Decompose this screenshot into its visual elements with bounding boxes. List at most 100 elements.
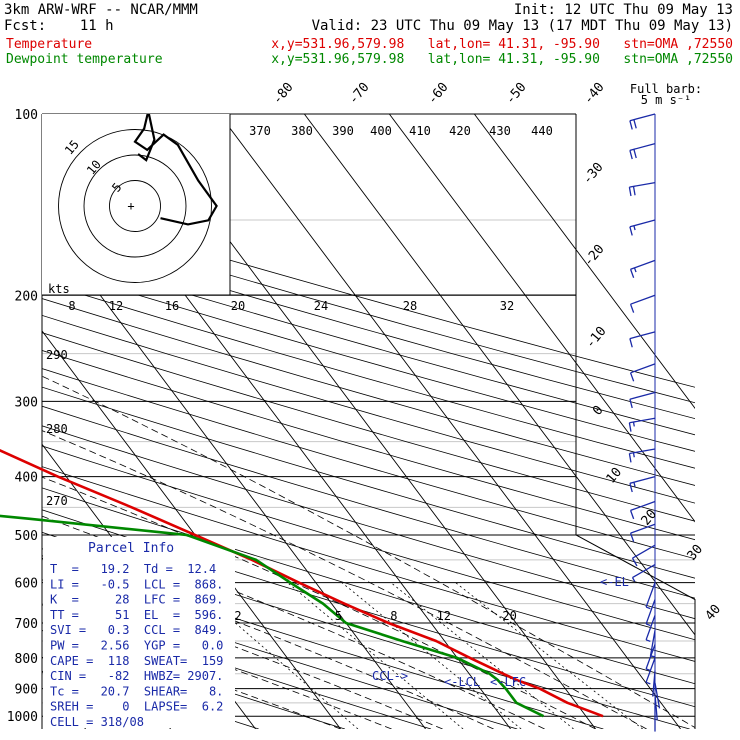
hodograph-x-tick: 8 — [68, 299, 75, 313]
parcel-info-row: TT = 51 EL = 596. — [50, 608, 223, 622]
side-tick: 280 — [46, 422, 68, 436]
theta-label: 430 — [489, 124, 511, 138]
wind-barb — [629, 500, 656, 520]
hodograph-ring — [58, 129, 212, 283]
dry-adiabat — [42, 405, 695, 599]
wind-barb — [645, 657, 656, 685]
wind-barb — [645, 582, 656, 610]
theta-label: 420 — [449, 124, 471, 138]
isotherm — [473, 114, 695, 409]
hodograph-center: + — [127, 199, 134, 213]
wind-barb — [654, 682, 661, 709]
moist-adiabat — [42, 599, 392, 729]
isotherm — [303, 114, 695, 636]
parcel-info-row: PW = 2.56 YGP = 0.0 — [50, 639, 223, 653]
wind-barb — [629, 523, 656, 542]
theta-label: 400 — [370, 124, 392, 138]
theta-label: 410 — [409, 124, 431, 138]
isotherm-label: -20 — [581, 242, 608, 270]
pressure-label: 900 — [15, 683, 38, 698]
pressure-label: 400 — [15, 471, 38, 486]
dry-adiabat — [42, 314, 695, 504]
mixing-ratio-label: 8 — [390, 609, 397, 623]
theta-label: 380 — [291, 124, 313, 138]
dry-adiabat — [42, 265, 695, 452]
hodograph-x-tick: 24 — [314, 299, 328, 313]
isotherm — [0, 114, 1, 729]
mixing-ratio-label: 20 — [502, 609, 516, 623]
wind-barb — [629, 294, 656, 313]
dry-adiabat — [42, 350, 695, 541]
pressure-label: 100 — [15, 108, 38, 123]
wind-barb — [631, 564, 656, 582]
isotherm — [42, 216, 426, 729]
isotherm — [42, 330, 341, 729]
isotherm-label: 0 — [590, 403, 607, 419]
dewpoint-legend-label: Dewpoint temperature — [6, 52, 163, 67]
wind-legend-line1: Full barb: — [630, 82, 702, 96]
isotherm — [218, 114, 681, 729]
wind-barb — [628, 448, 656, 463]
dry-adiabat — [42, 233, 695, 420]
temperature-location-info: x,y=531.96,579.98 lat,lon= 41.31, -95.90… — [271, 37, 733, 52]
level-marker-ccl: CCL-> — [372, 669, 408, 683]
hodograph-x-tick: 12 — [109, 299, 123, 313]
wind-legend-line2: 5 m s⁻¹ — [641, 93, 692, 107]
dewpoint-profile — [0, 514, 545, 718]
pressure-label: 500 — [15, 529, 38, 544]
dry-adiabat — [42, 332, 695, 522]
hodograph-ring — [109, 180, 161, 232]
isotherm-label: -10 — [583, 324, 610, 352]
pressure-label: 200 — [15, 289, 38, 304]
wind-barb — [645, 615, 656, 642]
mixing-ratio-line — [455, 582, 643, 729]
isotherm-label: -30 — [580, 160, 607, 188]
dry-adiabat — [42, 386, 695, 579]
hodograph-x-tick: 16 — [165, 299, 179, 313]
parcel-info-row: Tc = 20.7 SHEAR= 8. — [50, 684, 223, 698]
parcel-info-row: SVI = 0.3 CCL = 849. — [50, 623, 223, 637]
side-tick: 270 — [46, 494, 68, 508]
moist-adiabat — [42, 476, 596, 729]
temperature-legend-label: Temperature — [6, 37, 92, 52]
wind-barbs — [628, 113, 661, 732]
wind-barb — [629, 363, 656, 382]
wind-barb — [629, 331, 656, 348]
mixing-ratio-label: 12 — [437, 609, 451, 623]
dry-adiabat — [42, 298, 695, 486]
pressure-label: 1000 — [7, 710, 38, 725]
level-marker-el: <-EL — [600, 575, 629, 589]
parcel-info-title: Parcel Info — [88, 541, 174, 556]
dry-adiabat — [42, 425, 695, 620]
mixing-ratio-label: 2 — [234, 609, 241, 623]
mixing-ratio-line — [390, 582, 574, 729]
theta-label: 440 — [531, 124, 553, 138]
isotherm-label: -50 — [503, 80, 530, 108]
hodograph-panel — [42, 114, 230, 295]
isotherm — [388, 114, 695, 523]
kts-label: kts — [48, 282, 70, 296]
wind-barb — [629, 259, 656, 278]
dry-adiabat — [42, 249, 695, 436]
forecast-hour: Fcst: 11 h — [4, 18, 114, 34]
hodograph-trace — [133, 114, 218, 226]
wind-barb — [654, 694, 658, 721]
wind-barb — [645, 644, 656, 672]
wind-barb — [629, 219, 656, 236]
wind-barb — [629, 391, 656, 409]
isotherm-label: 40 — [703, 602, 725, 624]
parcel-info-row: LI = -0.5 LCL = 868. — [50, 577, 223, 591]
isotherm-label: -60 — [425, 80, 452, 108]
moist-adiabat — [42, 621, 341, 729]
moist-adiabat — [42, 375, 695, 728]
temperature-profile — [0, 449, 604, 718]
valid-time: Valid: 23 UTC Thu 09 May 13 (17 MDT Thu … — [312, 18, 733, 34]
wind-barb — [628, 417, 656, 432]
dry-adiabat — [42, 604, 432, 729]
moist-adiabat — [42, 430, 647, 729]
model-title: 3km ARW-WRF -- NCAR/MMM — [4, 2, 198, 18]
sounding-profiles: CCL-> <-LCL <-LFC <-EL — [0, 449, 629, 718]
wind-barb — [652, 670, 656, 697]
